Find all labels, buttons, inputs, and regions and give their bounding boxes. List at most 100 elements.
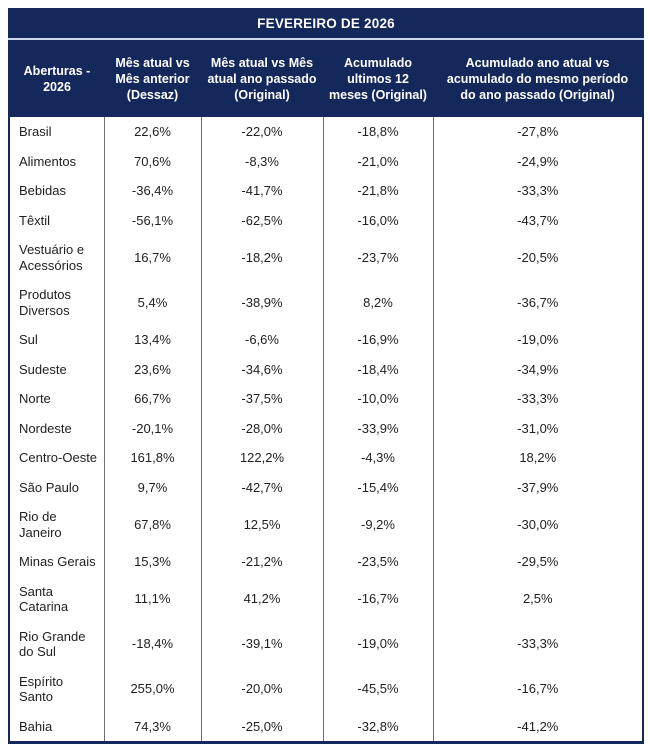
column-header-acumulado-ano-atual: Acumulado ano atual vs acumulado do mesm…	[433, 39, 644, 117]
value-cell: 2,5%	[432, 576, 644, 622]
row-label: Vestuário e Acessórios	[9, 235, 104, 280]
value-cell: -19,0%	[322, 621, 433, 667]
value-cell: -18,8%	[322, 117, 433, 147]
value-cell: -20,0%	[200, 666, 323, 712]
value-cell: -56,1%	[103, 205, 201, 235]
row-label: Santa Catarina	[9, 576, 104, 622]
value-cell: 12,5%	[200, 502, 323, 547]
table-row: Brasil 22,6% -22,0% -18,8% -27,8%	[9, 117, 644, 147]
row-label: Alimentos	[9, 146, 104, 176]
value-cell: -27,8%	[432, 117, 644, 147]
table-row: Rio de Janeiro 67,8% 12,5% -9,2% -30,0%	[9, 502, 644, 547]
value-cell: -33,3%	[432, 621, 644, 667]
value-cell: 74,3%	[103, 711, 201, 743]
table-row: Têxtil -56,1% -62,5% -16,0% -43,7%	[9, 205, 644, 235]
row-label: Têxtil	[9, 205, 104, 235]
table-body: Brasil 22,6% -22,0% -18,8% -27,8% Alimentos 70…	[9, 117, 644, 743]
row-label: Sudeste	[9, 354, 104, 384]
table-row: Bahia 74,3% -25,0% -32,8% -41,2%	[9, 711, 644, 743]
value-cell: -16,7%	[322, 576, 433, 622]
title-row: FEVEREIRO DE 2026	[9, 9, 644, 40]
value-cell: -32,8%	[322, 711, 433, 743]
table-row: Produtos Diversos 5,4% -38,9% 8,2% -36,7%	[9, 280, 644, 325]
value-cell: -45,5%	[322, 666, 433, 712]
row-label: Produtos Diversos	[9, 280, 104, 325]
table-row: Alimentos 70,6% -8,3% -21,0% -24,9%	[9, 146, 644, 176]
value-cell: 122,2%	[200, 443, 323, 473]
value-cell: -6,6%	[200, 325, 323, 355]
value-cell: 22,6%	[103, 117, 201, 147]
value-cell: -23,7%	[322, 235, 433, 280]
value-cell: -43,7%	[432, 205, 644, 235]
value-cell: -10,0%	[322, 384, 433, 414]
value-cell: -25,0%	[200, 711, 323, 743]
table-row: Bebidas -36,4% -41,7% -21,8% -33,3%	[9, 176, 644, 206]
row-label: Rio Grande do Sul	[9, 621, 104, 667]
value-cell: -19,0%	[432, 325, 644, 355]
row-label: Norte	[9, 384, 104, 414]
value-cell: 13,4%	[103, 325, 201, 355]
value-cell: -24,9%	[432, 146, 644, 176]
value-cell: -37,9%	[432, 472, 644, 502]
column-header-acumulado-12-meses: Acumulado ultimos 12 meses (Original)	[323, 39, 433, 117]
table-title: FEVEREIRO DE 2026	[9, 9, 644, 40]
table-row: Espírito Santo 255,0% -20,0% -45,5% -16,7%	[9, 666, 644, 712]
table-row: Vestuário e Acessórios 16,7% -18,2% -23,7% -…	[9, 235, 644, 280]
value-cell: -39,1%	[200, 621, 323, 667]
value-cell: -21,8%	[322, 176, 433, 206]
value-cell: -4,3%	[322, 443, 433, 473]
value-cell: -36,4%	[103, 176, 201, 206]
value-cell: -41,7%	[200, 176, 323, 206]
table-row: Centro-Oeste 161,8% 122,2% -4,3% 18,2%	[9, 443, 644, 473]
value-cell: -9,2%	[322, 502, 433, 547]
column-header-aberturas: Aberturas - 2026	[9, 39, 104, 117]
value-cell: -18,4%	[103, 621, 201, 667]
value-cell: -16,0%	[322, 205, 433, 235]
value-cell: -41,2%	[432, 711, 644, 743]
value-cell: -20,5%	[432, 235, 644, 280]
value-cell: -34,9%	[432, 354, 644, 384]
value-cell: -23,5%	[322, 547, 433, 577]
table-row: Sul 13,4% -6,6% -16,9% -19,0%	[9, 325, 644, 355]
value-cell: -36,7%	[432, 280, 644, 325]
table-head: FEVEREIRO DE 2026 Aberturas - 2026 Mês a…	[9, 9, 644, 117]
row-label: Bahia	[9, 711, 104, 743]
row-label: São Paulo	[9, 472, 104, 502]
value-cell: -33,3%	[432, 176, 644, 206]
value-cell: -15,4%	[322, 472, 433, 502]
row-label: Brasil	[9, 117, 104, 147]
column-header-mes-atual-vs-ano-passado: Mês atual vs Mês atual ano passado (Orig…	[201, 39, 323, 117]
value-cell: 255,0%	[103, 666, 201, 712]
value-cell: -8,3%	[200, 146, 323, 176]
value-cell: 5,4%	[103, 280, 201, 325]
value-cell: 161,8%	[103, 443, 201, 473]
value-cell: 66,7%	[103, 384, 201, 414]
row-label: Centro-Oeste	[9, 443, 104, 473]
value-cell: -21,2%	[200, 547, 323, 577]
value-cell: -42,7%	[200, 472, 323, 502]
table-row: Rio Grande do Sul -18,4% -39,1% -19,0% -33,3…	[9, 621, 644, 667]
value-cell: -18,2%	[200, 235, 323, 280]
row-label: Espírito Santo	[9, 666, 104, 712]
value-cell: -33,9%	[322, 413, 433, 443]
value-cell: 15,3%	[103, 547, 201, 577]
value-cell: 41,2%	[200, 576, 323, 622]
value-cell: 18,2%	[432, 443, 644, 473]
column-header-row: Aberturas - 2026 Mês atual vs Mês anteri…	[9, 39, 644, 117]
table-row: Minas Gerais 15,3% -21,2% -23,5% -29,5%	[9, 547, 644, 577]
report-page: FEVEREIRO DE 2026 Aberturas - 2026 Mês a…	[8, 8, 645, 744]
value-cell: -21,0%	[322, 146, 433, 176]
value-cell: -30,0%	[432, 502, 644, 547]
value-cell: -22,0%	[200, 117, 323, 147]
value-cell: 70,6%	[103, 146, 201, 176]
table-row: Sudeste 23,6% -34,6% -18,4% -34,9%	[9, 354, 644, 384]
value-cell: -33,3%	[432, 384, 644, 414]
value-cell: 16,7%	[103, 235, 201, 280]
monthly-indicators-table: FEVEREIRO DE 2026 Aberturas - 2026 Mês a…	[8, 8, 645, 744]
table-row: Nordeste -20,1% -28,0% -33,9% -31,0%	[9, 413, 644, 443]
value-cell: -38,9%	[200, 280, 323, 325]
value-cell: 67,8%	[103, 502, 201, 547]
value-cell: -31,0%	[432, 413, 644, 443]
value-cell: -37,5%	[200, 384, 323, 414]
value-cell: -62,5%	[200, 205, 323, 235]
